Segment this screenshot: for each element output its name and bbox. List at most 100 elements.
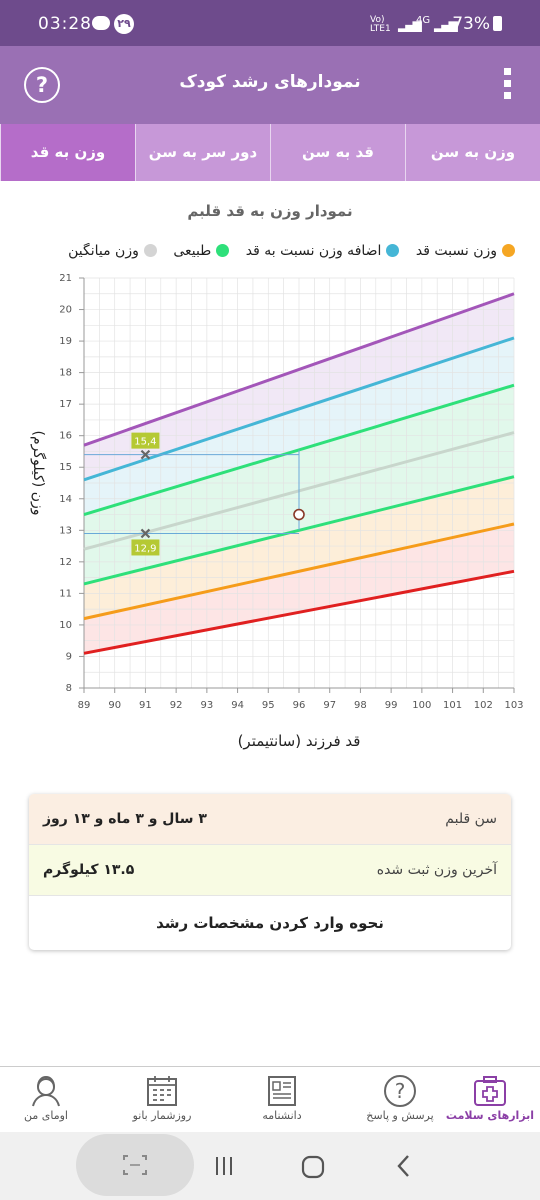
y-tick-label: 18: [59, 368, 72, 379]
bottom-navigation: ابزارهای سلامت ? پرسش و پاسخ دانشنامه رو…: [0, 1066, 540, 1133]
overflow-menu-icon[interactable]: [504, 68, 512, 104]
nav-calendar[interactable]: روزشمار بانو: [112, 1073, 212, 1122]
profile-icon: [0, 1073, 96, 1109]
notification-badge: ۲۹: [114, 14, 134, 34]
tab-weight-for-age[interactable]: وزن به سن: [405, 124, 540, 181]
chart-title: نمودار وزن به قد قلبم: [187, 202, 353, 220]
y-tick-label: 14: [59, 494, 72, 505]
app-bar: ? نمودارهای رشد کودک: [0, 46, 540, 124]
marker-label: 15,4: [134, 437, 156, 448]
y-tick-label: 21: [59, 273, 72, 284]
marker-label: 12,9: [134, 543, 156, 554]
scan-icon: [123, 1155, 147, 1175]
series-line: [83, 336, 515, 482]
screen-capture-pill[interactable]: [76, 1134, 194, 1196]
howto-button[interactable]: نحوه وارد کردن مشخصات رشد: [29, 895, 511, 950]
nav-label: پرسش و پاسخ: [366, 1109, 434, 1122]
legend-label: طبیعی: [173, 243, 212, 259]
battery-icon: [493, 16, 502, 31]
chart-legend: وزن نسبت قد اضافه وزن نسبت به قد طبیعی و…: [10, 243, 515, 267]
signal-type-label: 4G: [416, 15, 431, 26]
x-tick-label: 98: [354, 700, 367, 711]
signal-icon-2: ▂▄▆: [434, 18, 458, 32]
network-top-label: Vo): [370, 15, 385, 25]
nav-profile[interactable]: اومای من: [0, 1073, 96, 1122]
series-line: [83, 522, 515, 621]
legend-item[interactable]: طبیعی: [173, 243, 230, 259]
series-line: [83, 292, 515, 447]
y-tick-label: 8: [66, 683, 72, 694]
back-icon[interactable]: [392, 1153, 416, 1179]
network-bottom-label: LTE1: [370, 24, 391, 34]
x-tick-label: 99: [385, 700, 398, 711]
message-icon: [92, 16, 110, 30]
x-tick-label: 96: [293, 700, 306, 711]
weight-row: آخرین وزن ثبت شده ۱۳.۵ کیلوگرم: [29, 844, 511, 895]
nav-label: ابزارهای سلامت: [445, 1109, 535, 1122]
legend-label: وزن نسبت قد: [415, 243, 497, 259]
svg-text:?: ?: [395, 1079, 406, 1103]
age-label: سن قلبم: [445, 811, 497, 827]
system-navigation-bar: [0, 1132, 540, 1200]
network-indicator: Vo) LTE1: [370, 16, 391, 34]
legend-item[interactable]: وزن نسبت قد: [416, 243, 515, 259]
legend-dot: [216, 244, 230, 257]
child-info-card: سن قلبم ۳ سال و ۳ ماه و ۱۳ روز آخرین وزن…: [29, 794, 511, 950]
chart-tabs: وزن به قد دور سر به سن قد به سن وزن به س…: [0, 124, 540, 181]
y-tick-label: 13: [59, 525, 72, 536]
age-value: ۳ سال و ۳ ماه و ۱۳ روز: [43, 811, 207, 827]
x-tick-label: 91: [139, 700, 152, 711]
x-tick-label: 92: [170, 700, 183, 711]
nav-health-tools[interactable]: ابزارهای سلامت: [440, 1073, 540, 1122]
help-icon[interactable]: ?: [24, 67, 60, 103]
battery-percent: 73%: [452, 14, 490, 34]
marker-label-bg: [131, 432, 160, 449]
encyclopedia-icon: [232, 1073, 332, 1109]
weight-label: آخرین وزن ثبت شده: [376, 862, 497, 878]
nav-encyclopedia[interactable]: دانشنامه: [232, 1073, 332, 1122]
x-tick-label: 94: [231, 700, 244, 711]
y-tick-label: 17: [59, 399, 72, 410]
legend-label: اضافه وزن نسبت به قد: [245, 243, 382, 259]
legend-item[interactable]: اضافه وزن نسبت به قد: [246, 243, 400, 259]
legend-dot: [502, 244, 515, 257]
y-axis-title: وزن (کیلوگرم): [30, 431, 47, 516]
y-tick-label: 16: [59, 431, 72, 442]
child-data-point: [293, 508, 305, 521]
tab-head-for-age[interactable]: دور سر به سن: [135, 124, 270, 181]
nav-label: روزشمار بانو: [132, 1109, 192, 1122]
legend-item[interactable]: وزن میانگین: [68, 243, 157, 259]
x-tick-label: 103: [504, 700, 523, 711]
y-tick-label: 9: [66, 651, 72, 662]
x-tick-label: 101: [443, 700, 462, 711]
x-tick-label: 95: [262, 700, 275, 711]
y-tick-label: 11: [59, 588, 72, 599]
home-icon[interactable]: [300, 1154, 326, 1180]
y-tick-label: 12: [59, 557, 72, 568]
x-tick-label: 89: [78, 700, 91, 711]
nav-label: دانشنامه: [262, 1109, 302, 1122]
signal-icon: ▂▄▆: [398, 18, 422, 32]
x-axis-title: قد فرزند (سانتیمتر): [238, 732, 361, 750]
calendar-icon: [112, 1073, 212, 1109]
x-tick-label: 93: [200, 700, 213, 711]
reference-marker: [140, 528, 151, 539]
reference-marker: [140, 449, 151, 460]
health-kit-icon: [440, 1073, 540, 1109]
y-tick-label: 19: [59, 336, 72, 347]
weight-value: ۱۳.۵ کیلوگرم: [43, 862, 135, 878]
recent-apps-icon[interactable]: [212, 1154, 236, 1178]
legend-dot: [386, 244, 400, 257]
page-title: نمودارهای رشد کودک: [179, 72, 361, 92]
tab-height-for-age[interactable]: قد به سن: [270, 124, 405, 181]
status-time: 03:28: [38, 14, 92, 34]
x-tick-label: 100: [412, 700, 431, 711]
weight-for-height-chart: 89 90 91 92 93 94 95 96 97 98 99 100 101 102 103891011…: [30, 273, 524, 750]
status-bar: 03:28 ۲۹ Vo) LTE1 ▂▄▆ 4G ▂▄▆ 73%: [0, 0, 540, 46]
age-row: سن قلبم ۳ سال و ۳ ماه و ۱۳ روز: [29, 794, 511, 844]
tab-weight-for-height[interactable]: وزن به قد: [0, 124, 135, 181]
y-tick-label: 15: [59, 462, 72, 473]
nav-questions[interactable]: ? پرسش و پاسخ: [350, 1073, 450, 1122]
x-tick-label: 102: [474, 700, 493, 711]
battery-indicator: 73%: [452, 14, 502, 34]
